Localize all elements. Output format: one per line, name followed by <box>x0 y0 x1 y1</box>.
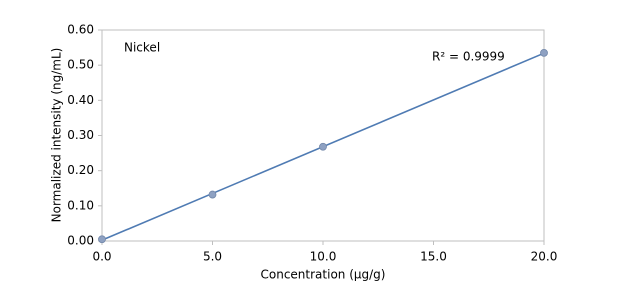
x-tick-label: 15.0 <box>420 250 447 264</box>
annotation: R² = 0.9999 <box>432 50 505 64</box>
y-tick-label: 0.10 <box>67 198 94 212</box>
x-tick-label: 0.0 <box>92 250 111 264</box>
y-tick-label: 0.60 <box>67 23 94 37</box>
data-point <box>319 142 327 151</box>
data-point <box>208 190 217 199</box>
y-tick-label: 0.50 <box>67 58 94 72</box>
y-axis-label: Normalized intensity (ng/mL) <box>50 48 64 223</box>
data-point <box>98 235 106 244</box>
data-point <box>540 48 548 57</box>
y-tick-label: 0.20 <box>67 163 94 177</box>
y-tick-label: 0.00 <box>67 234 94 248</box>
x-tick-label: 20.0 <box>531 250 558 264</box>
y-tick-label: 0.30 <box>67 128 94 142</box>
y-tick-label: 0.40 <box>67 93 94 107</box>
x-tick-label: 10.0 <box>310 250 337 264</box>
x-tick-label: 5.0 <box>203 250 222 264</box>
x-axis-label: Concentration (µg/g) <box>261 268 386 282</box>
annotation: Nickel <box>124 41 160 55</box>
